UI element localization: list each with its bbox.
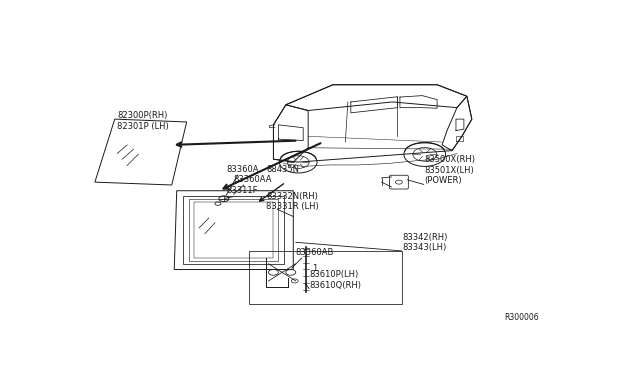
Text: 83311F: 83311F <box>227 186 258 195</box>
Text: 83342(RH)
83343(LH): 83342(RH) 83343(LH) <box>403 233 448 252</box>
Text: 83500X(RH)
83501X(LH)
(POWER): 83500X(RH) 83501X(LH) (POWER) <box>425 155 476 185</box>
Text: 1: 1 <box>312 264 317 273</box>
Text: 82300P(RH)
82301P (LH): 82300P(RH) 82301P (LH) <box>117 111 169 131</box>
Text: 83610P(LH)
83610Q(RH): 83610P(LH) 83610Q(RH) <box>309 270 361 289</box>
Text: R300006: R300006 <box>504 314 539 323</box>
Text: 83360AA: 83360AA <box>234 176 272 185</box>
Text: 83360AB: 83360AB <box>296 248 334 257</box>
Text: 83332N(RH)
83331R (LH): 83332N(RH) 83331R (LH) <box>266 192 319 211</box>
Bar <box>249 251 403 304</box>
Text: 88435N: 88435N <box>266 164 299 173</box>
Text: 83360A: 83360A <box>227 164 259 173</box>
